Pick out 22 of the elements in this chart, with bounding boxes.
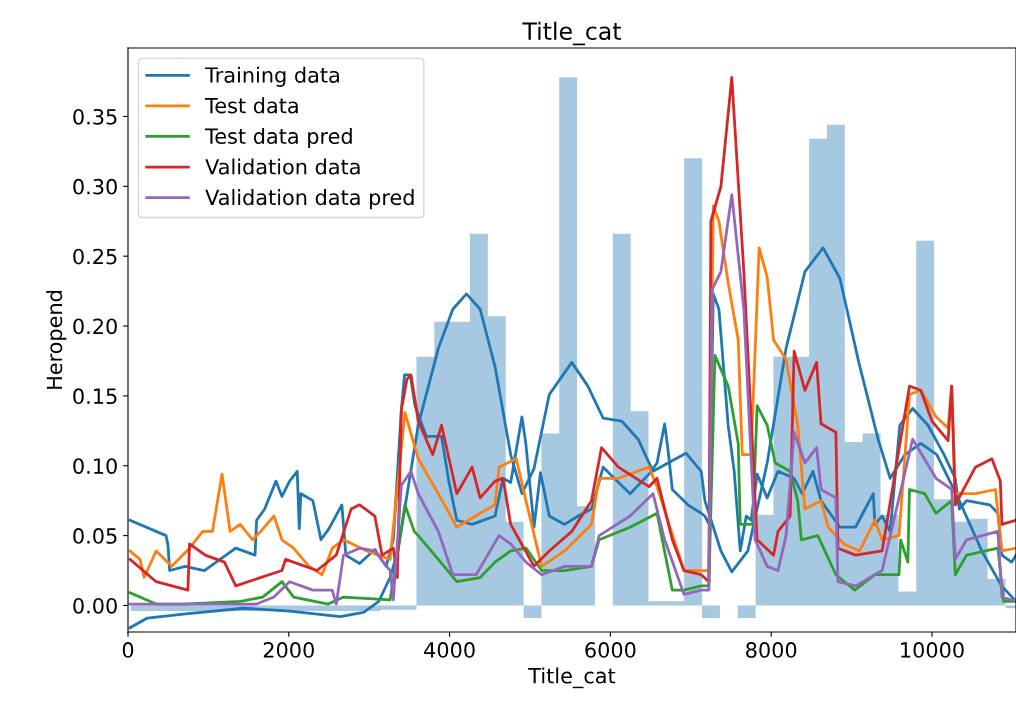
- y-tick-label: 0.15: [73, 388, 117, 405]
- legend-label: Test data: [205, 97, 298, 114]
- x-tick-label: 10000: [901, 642, 964, 658]
- legend-label: Validation data: [205, 158, 360, 175]
- chart-title: Title_cat: [522, 21, 621, 46]
- y-tick-label: 0.05: [73, 528, 117, 544]
- x-tick-label: 6000: [585, 642, 636, 658]
- y-tick-label: 0.10: [73, 458, 117, 474]
- y-tick-label: 0.00: [73, 597, 117, 614]
- x-tick-label: 4000: [424, 642, 475, 658]
- y-tick-label: 0.25: [73, 248, 117, 265]
- y-tick-label: 0.30: [73, 178, 117, 195]
- y-axis-title: Heropend: [46, 291, 67, 389]
- legend-label: Validation data pred: [205, 189, 414, 210]
- x-axis-title: Title_cat: [528, 667, 616, 689]
- y-tick-label: 0.35: [73, 108, 117, 125]
- x-tick-label: 0: [122, 642, 134, 658]
- y-tick-label: 0.20: [73, 318, 117, 335]
- x-tick-label: 8000: [746, 642, 797, 658]
- legend-label: Training data: [205, 66, 339, 87]
- legend-label: Test data pred: [205, 127, 352, 149]
- x-tick-label: 2000: [263, 642, 314, 658]
